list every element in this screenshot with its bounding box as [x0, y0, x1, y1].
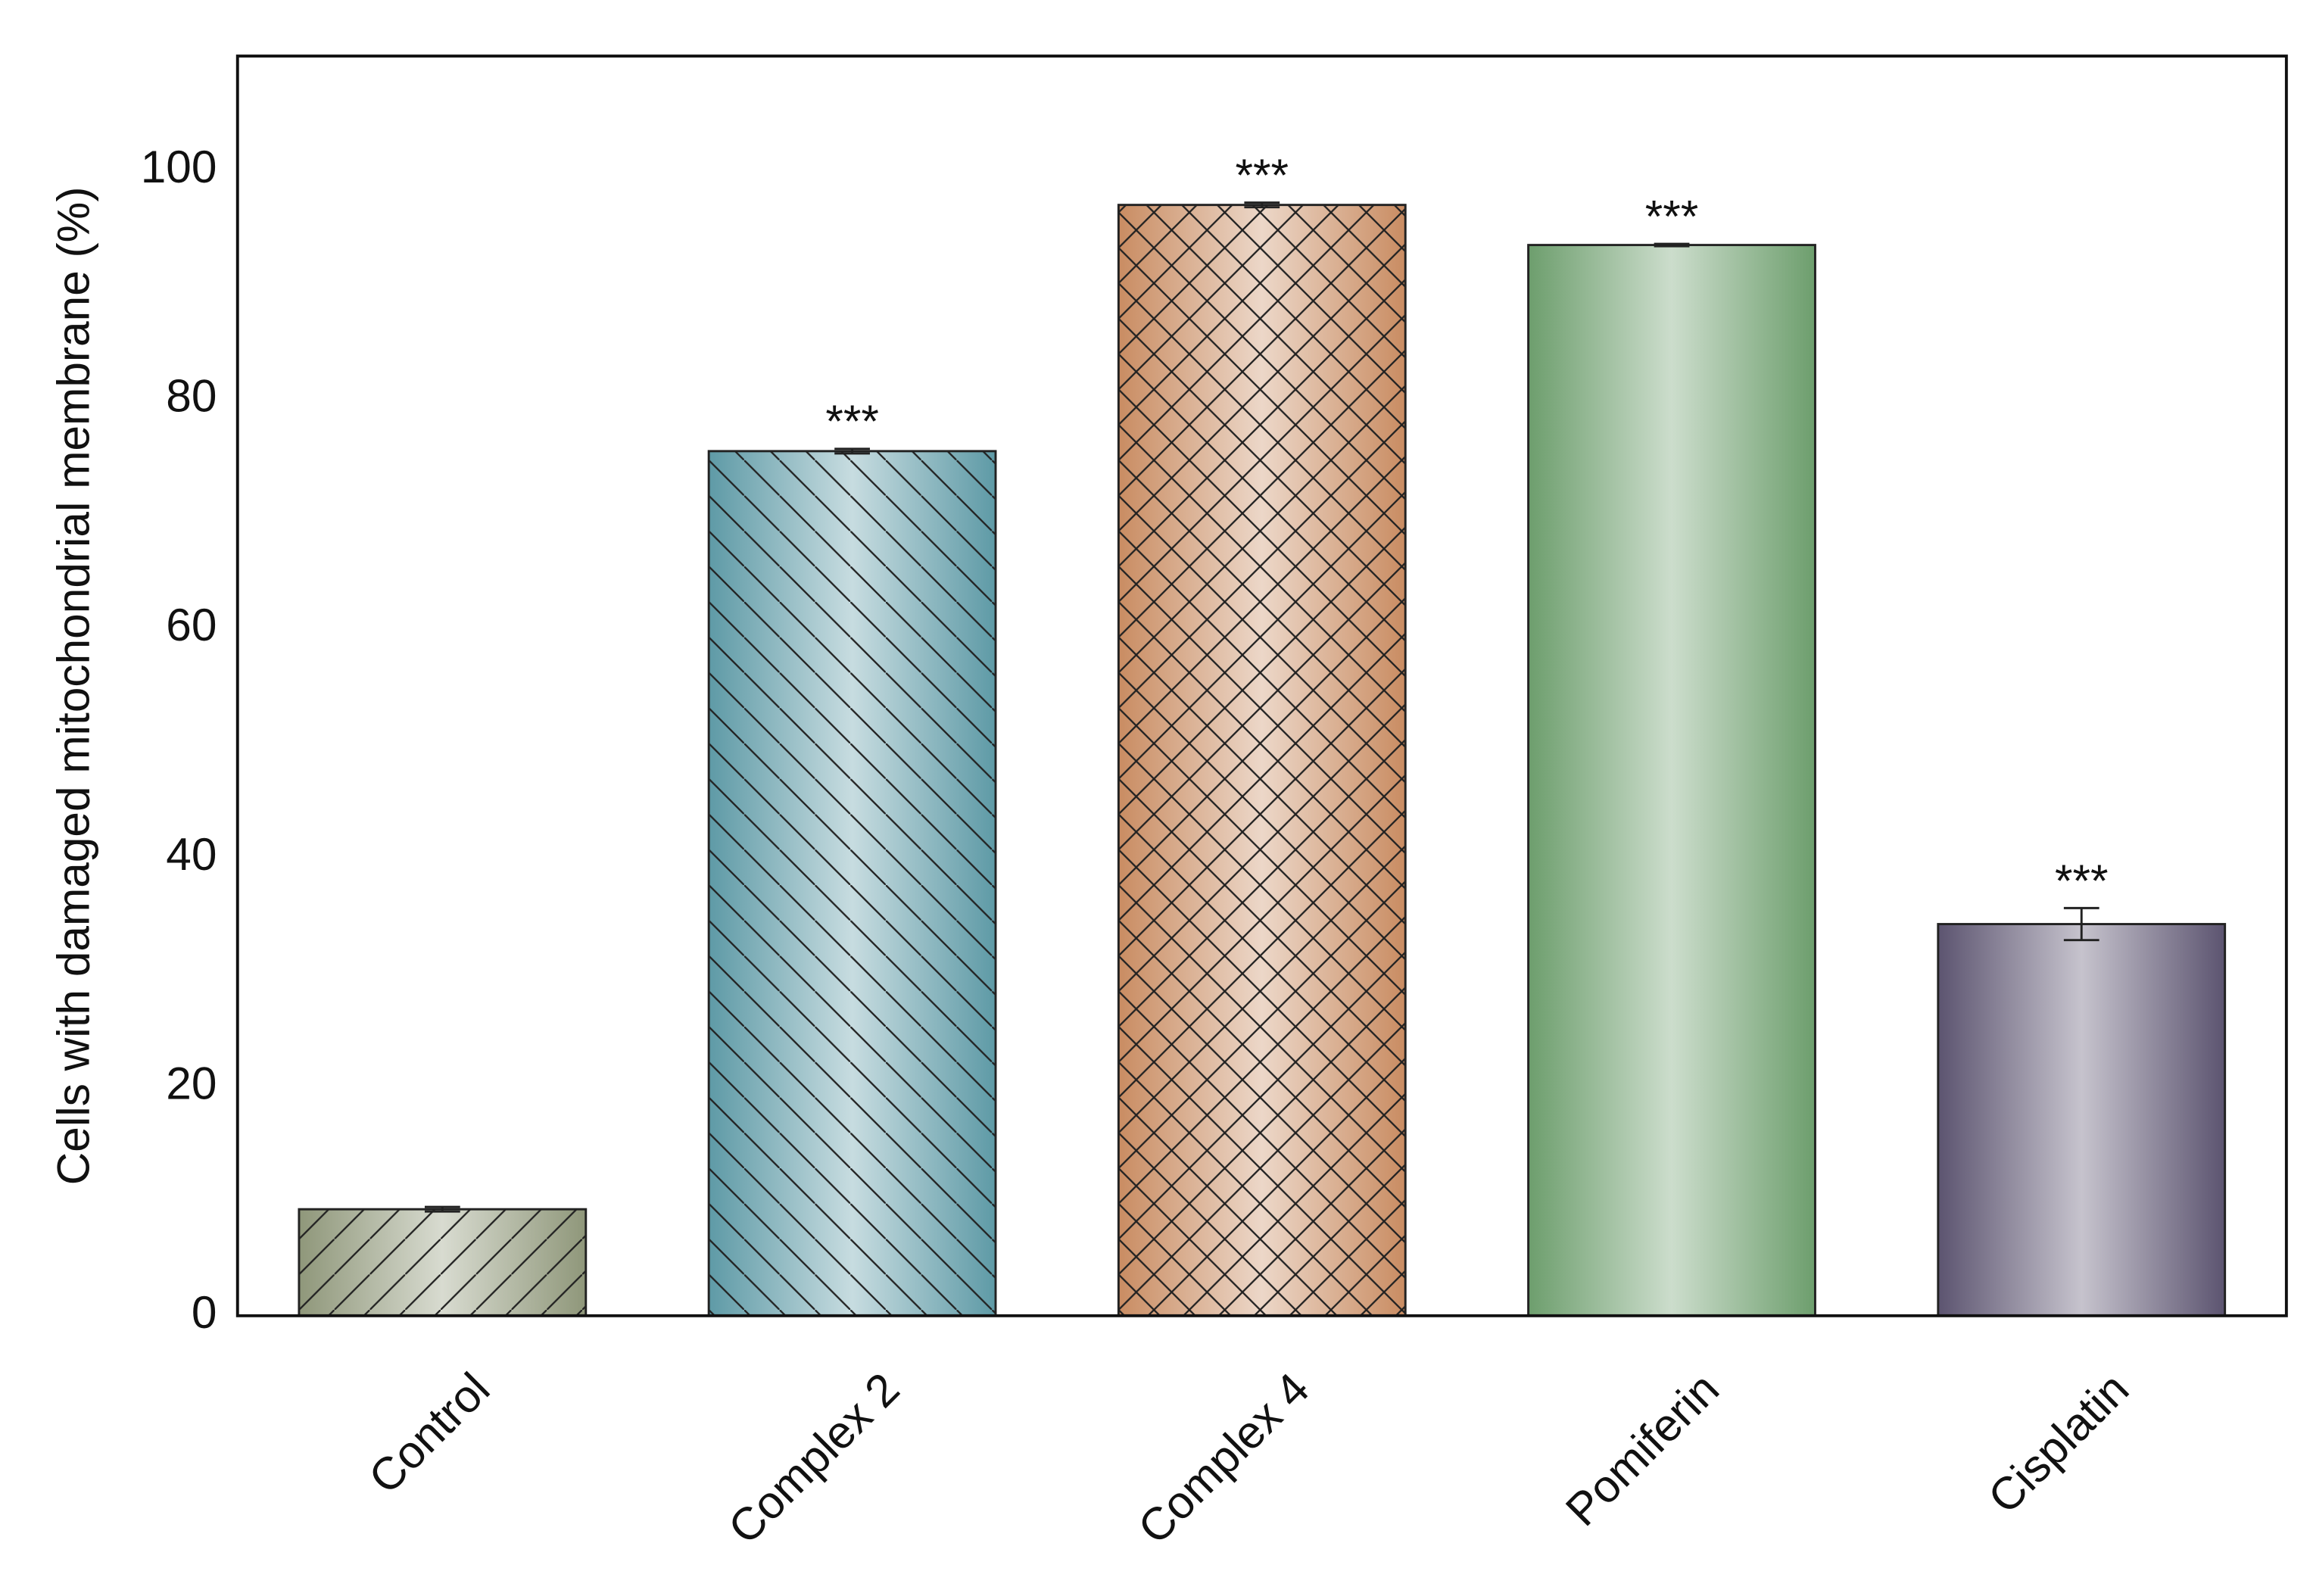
y-tick-label: 80 — [166, 370, 217, 422]
y-axis-label: Cells with damaged mitochondrial membran… — [47, 187, 98, 1186]
error-bar — [834, 447, 870, 455]
x-tick-label: Complex 2 — [718, 1363, 909, 1554]
significance-label: *** — [1645, 191, 1698, 242]
y-tick-label: 100 — [141, 141, 217, 192]
bar — [1527, 244, 1816, 1317]
y-tick-label: 0 — [192, 1286, 217, 1338]
plot-frame — [235, 55, 2288, 1317]
error-bar — [424, 1205, 460, 1213]
y-tick-label: 20 — [166, 1057, 217, 1108]
significance-label: *** — [2055, 855, 2109, 906]
x-tick-label: Control — [359, 1363, 500, 1504]
bar — [1937, 923, 2227, 1317]
bar — [707, 450, 997, 1317]
significance-label: *** — [1236, 149, 1289, 201]
x-tick-label: Pomiferin — [1556, 1363, 1729, 1535]
error-bar — [2063, 906, 2099, 942]
bar — [1117, 204, 1407, 1317]
y-tick-label: 40 — [166, 828, 217, 880]
bar — [298, 1208, 588, 1317]
error-bar — [1244, 201, 1280, 209]
significance-label: *** — [825, 395, 879, 447]
x-tick-label: Cisplatin — [1978, 1363, 2138, 1523]
error-bar — [1654, 242, 1690, 248]
y-tick-label: 60 — [166, 599, 217, 650]
x-tick-label: Complex 4 — [1128, 1363, 1319, 1554]
